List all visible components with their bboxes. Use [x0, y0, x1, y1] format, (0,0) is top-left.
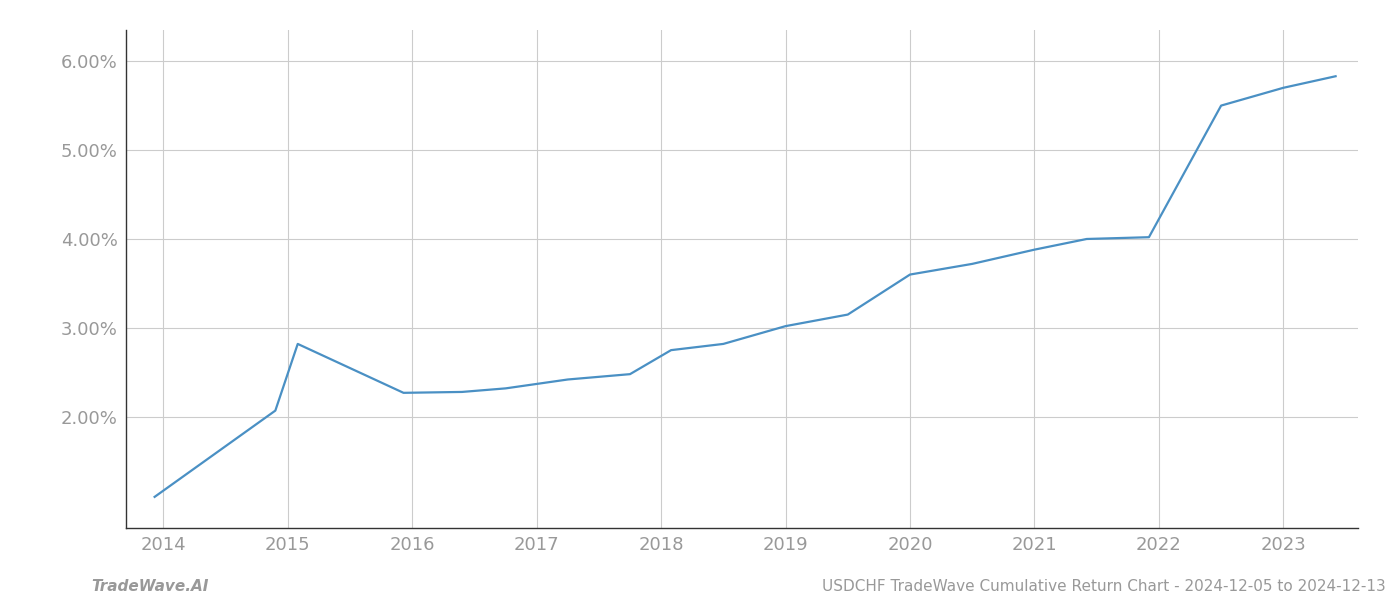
Text: TradeWave.AI: TradeWave.AI	[91, 579, 209, 594]
Text: USDCHF TradeWave Cumulative Return Chart - 2024-12-05 to 2024-12-13: USDCHF TradeWave Cumulative Return Chart…	[822, 579, 1386, 594]
